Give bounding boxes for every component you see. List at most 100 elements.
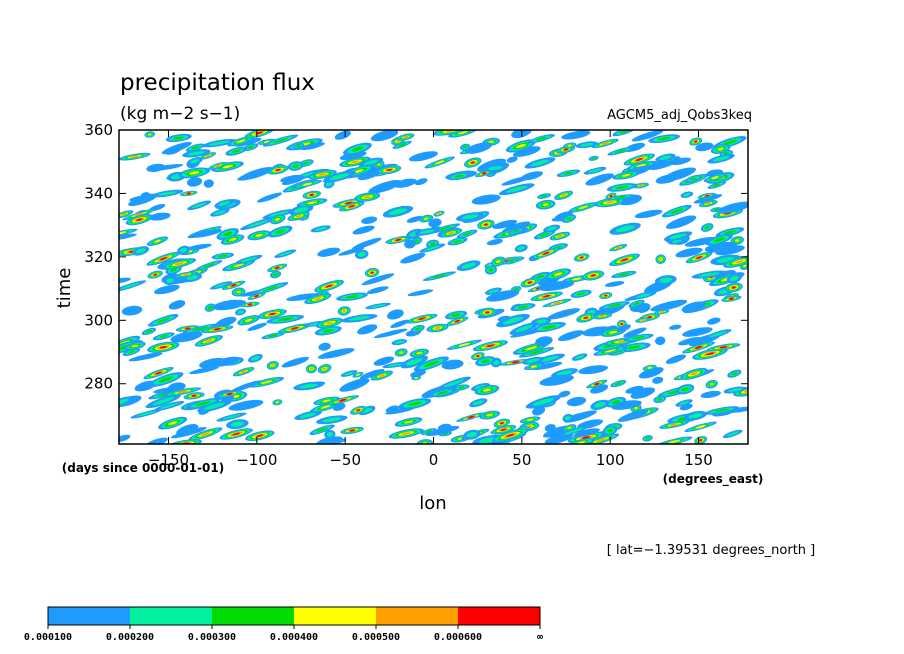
precip-cell bbox=[582, 270, 605, 281]
precip-cell bbox=[721, 295, 742, 302]
precip-cell bbox=[705, 233, 733, 246]
precip-contour bbox=[338, 247, 365, 256]
precip-cell bbox=[464, 157, 482, 168]
precip-cell bbox=[607, 146, 634, 156]
precip-contour bbox=[483, 223, 488, 226]
precip-contour bbox=[453, 239, 462, 243]
precip-cell bbox=[486, 238, 503, 246]
precip-cell bbox=[665, 354, 687, 364]
precip-contour bbox=[556, 370, 573, 376]
precip-contour bbox=[322, 417, 342, 423]
precip-cell bbox=[705, 379, 718, 389]
precip-cell bbox=[668, 237, 686, 245]
precip-cell bbox=[119, 152, 151, 161]
precip-contour bbox=[508, 260, 515, 263]
precip-cell bbox=[544, 424, 556, 432]
precip-contour bbox=[390, 319, 410, 328]
precip-contour bbox=[671, 239, 682, 243]
precip-contour bbox=[177, 390, 188, 394]
precip-contour bbox=[620, 323, 624, 326]
precip-contour bbox=[188, 366, 219, 374]
precip-contour bbox=[187, 151, 205, 156]
colorbar-label: 0.000500 bbox=[352, 632, 400, 643]
precip-contour bbox=[625, 385, 644, 394]
precip-contour bbox=[136, 218, 143, 221]
precip-cell bbox=[357, 324, 378, 335]
precip-contour bbox=[656, 398, 663, 401]
precip-contour bbox=[348, 205, 355, 208]
precip-contour bbox=[715, 245, 745, 256]
precip-cell bbox=[549, 231, 571, 241]
precip-cell bbox=[119, 396, 135, 409]
precip-contour bbox=[626, 345, 642, 350]
precip-contour bbox=[408, 151, 438, 162]
precip-cell bbox=[201, 325, 234, 334]
precip-contour bbox=[314, 227, 327, 231]
precip-cell bbox=[463, 429, 481, 440]
x-tick-label: 0 bbox=[429, 451, 439, 469]
precip-cell bbox=[675, 399, 693, 407]
precip-contour bbox=[135, 248, 146, 254]
precip-contour bbox=[272, 138, 289, 144]
precip-contour bbox=[161, 141, 192, 155]
precip-cell bbox=[119, 228, 138, 238]
precip-contour bbox=[403, 420, 414, 424]
precip-contour bbox=[528, 350, 545, 355]
precip-cell bbox=[609, 222, 641, 235]
precip-contour bbox=[153, 284, 180, 295]
precip-contour bbox=[724, 406, 748, 413]
precip-contour bbox=[134, 212, 145, 217]
precip-cell bbox=[272, 399, 283, 406]
precip-contour bbox=[296, 144, 301, 148]
precip-cell bbox=[240, 217, 276, 231]
precip-contour bbox=[351, 146, 364, 152]
precip-contour bbox=[271, 364, 275, 367]
precip-contour bbox=[286, 293, 320, 301]
precip-contour bbox=[182, 273, 190, 276]
precip-contour bbox=[214, 283, 228, 288]
precip-cell bbox=[419, 243, 446, 253]
precip-cell bbox=[186, 243, 212, 251]
precip-cell bbox=[715, 245, 745, 256]
precip-contour bbox=[218, 201, 230, 206]
precip-contour bbox=[167, 421, 178, 426]
precip-cell bbox=[420, 428, 437, 435]
precip-cell bbox=[424, 156, 455, 169]
precip-contour bbox=[544, 424, 556, 432]
precip-cell bbox=[317, 364, 332, 374]
precip-cell bbox=[277, 323, 312, 334]
colorbar-swatch bbox=[294, 607, 376, 625]
precip-cell bbox=[281, 356, 310, 368]
precip-cell bbox=[307, 169, 337, 180]
precip-contour bbox=[222, 231, 233, 237]
precip-contour bbox=[546, 226, 557, 231]
precip-contour bbox=[705, 202, 711, 205]
precip-contour bbox=[273, 273, 278, 276]
precip-contour bbox=[573, 428, 600, 438]
precip-contour bbox=[615, 149, 627, 153]
precip-contour bbox=[429, 242, 436, 246]
precip-cell bbox=[684, 421, 717, 432]
precip-cell bbox=[506, 156, 518, 163]
precip-cell bbox=[178, 167, 211, 179]
precip-cell bbox=[418, 214, 434, 223]
precip-contour bbox=[416, 351, 423, 355]
precip-cell bbox=[593, 345, 628, 356]
precip-contour bbox=[485, 311, 490, 314]
precip-contour bbox=[131, 344, 139, 348]
precip-cell bbox=[292, 180, 322, 189]
precip-cell bbox=[390, 319, 410, 328]
precip-cell bbox=[547, 308, 581, 320]
precip-cell bbox=[130, 409, 162, 419]
colorbar-label: 0.000200 bbox=[106, 632, 154, 643]
precip-contour bbox=[230, 283, 237, 287]
precip-cell bbox=[490, 424, 517, 435]
precip-contour bbox=[635, 293, 652, 298]
precip-contour bbox=[352, 237, 382, 250]
precip-cell bbox=[590, 384, 609, 394]
precip-contour bbox=[447, 231, 455, 235]
precip-cell bbox=[707, 317, 721, 325]
precip-contour bbox=[188, 229, 223, 238]
precip-cell bbox=[354, 249, 369, 259]
precip-contour bbox=[554, 211, 573, 222]
